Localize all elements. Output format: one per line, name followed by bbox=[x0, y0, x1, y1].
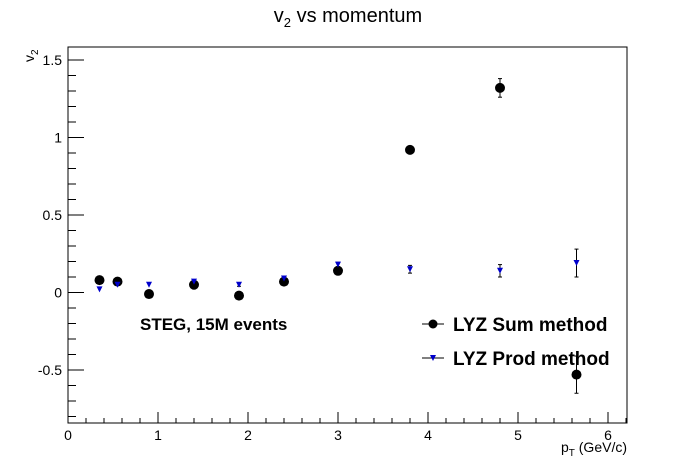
x-tick-label: 4 bbox=[424, 427, 432, 443]
series-sum bbox=[94, 78, 582, 394]
data-point bbox=[146, 281, 152, 288]
tick-labels: 0 1 2 3 4 5 6 -0.5 0 0.5 1 1.5 bbox=[38, 52, 612, 443]
data-point bbox=[573, 260, 580, 267]
data-point bbox=[407, 266, 413, 273]
x-tick-label: 1 bbox=[154, 427, 162, 443]
data-point bbox=[112, 276, 123, 287]
y-tick-label: 1.5 bbox=[43, 52, 63, 68]
y-tick-label: 0 bbox=[54, 285, 62, 301]
data-point bbox=[189, 279, 199, 290]
x-tick-label: 5 bbox=[514, 427, 522, 443]
data-point bbox=[333, 265, 343, 276]
annotation: STEG, 15M events bbox=[140, 315, 287, 334]
axis-ticks bbox=[67, 59, 627, 423]
legend-prod-marker bbox=[430, 355, 436, 361]
plot-frame bbox=[67, 46, 628, 424]
data-point bbox=[497, 267, 503, 274]
data-point bbox=[571, 369, 582, 380]
data-point bbox=[94, 275, 105, 286]
legend-sum-label: LYZ Sum method bbox=[453, 315, 607, 336]
data-point bbox=[405, 144, 415, 155]
data-point bbox=[96, 286, 103, 293]
data-point bbox=[114, 281, 121, 288]
x-tick-label: 0 bbox=[64, 427, 72, 443]
chart-title: v2 vs momentum bbox=[274, 5, 422, 30]
data-point bbox=[335, 261, 341, 268]
x-axis-label: pT (GeV/c) bbox=[561, 439, 627, 459]
legend-sum-marker bbox=[428, 319, 438, 329]
data-point bbox=[495, 82, 505, 93]
data-point bbox=[191, 278, 197, 285]
y-axis-label: v2 bbox=[21, 49, 41, 62]
data-point bbox=[281, 275, 287, 282]
legend-prod-label: LYZ Prod method bbox=[453, 349, 610, 370]
data-layer bbox=[94, 78, 582, 394]
x-tick-label: 2 bbox=[244, 427, 252, 443]
data-point bbox=[279, 276, 289, 287]
series-prod bbox=[96, 248, 580, 293]
x-tick-label: 6 bbox=[604, 427, 612, 443]
x-tick-label: 3 bbox=[334, 427, 342, 443]
data-point bbox=[234, 290, 244, 301]
y-tick-label: 0.5 bbox=[43, 207, 63, 223]
legend: LYZ Sum method LYZ Prod method bbox=[422, 315, 610, 370]
data-point bbox=[236, 281, 242, 288]
y-tick-label: 1 bbox=[54, 130, 62, 146]
y-tick-label: -0.5 bbox=[38, 362, 62, 378]
data-point bbox=[144, 289, 154, 300]
